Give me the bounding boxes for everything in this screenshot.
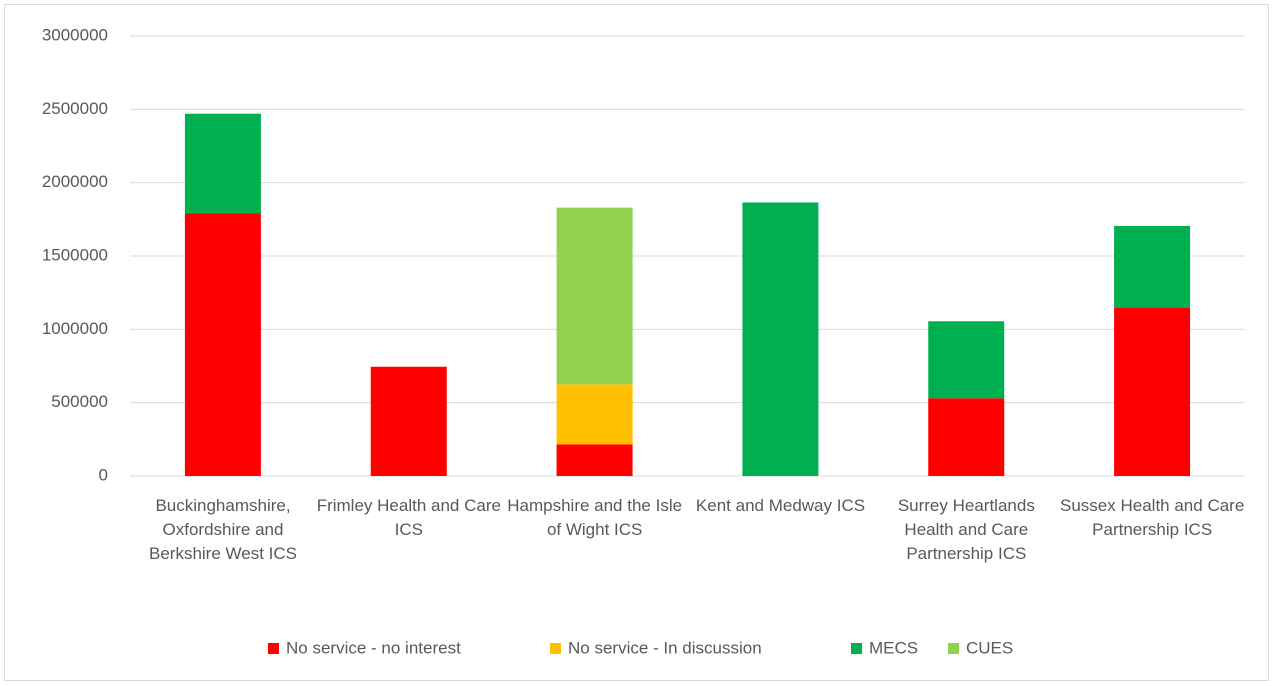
bar-segment [1114, 307, 1191, 476]
bar-segment [928, 321, 1005, 399]
bar-segment [1114, 225, 1191, 308]
x-tick-label: Frimley Health and Care ICS [316, 496, 501, 539]
x-tick-label: Sussex Health and Care Partnership ICS [1060, 496, 1245, 539]
legend-swatch [851, 643, 862, 654]
bar-segment [742, 202, 819, 476]
bar-segment [556, 444, 633, 476]
bar-segment [184, 213, 261, 476]
bar-segment [184, 113, 261, 214]
x-tick-label: Surrey Heartlands Health and Care Partne… [897, 496, 1035, 563]
y-tick-label: 1500000 [42, 245, 108, 264]
y-tick-label: 0 [99, 465, 108, 484]
y-tick-label: 2000000 [42, 172, 108, 191]
legend-swatch [948, 643, 959, 654]
legend-label: No service - no interest [286, 638, 461, 657]
y-tick-label: 500000 [51, 392, 108, 411]
bar-segment [370, 366, 447, 476]
bar-segment [556, 207, 633, 385]
bar-segment [556, 384, 633, 445]
x-tick-label: Hampshire and the Isle of Wight ICS [507, 496, 683, 539]
legend-label: No service - In discussion [568, 638, 762, 657]
legend-swatch [550, 643, 561, 654]
legend-label: MECS [869, 638, 918, 657]
x-tick-label: Kent and Medway ICS [695, 496, 866, 515]
legend-swatch [268, 643, 279, 654]
bar-segment [928, 398, 1005, 476]
legend-label: CUES [966, 638, 1013, 657]
y-tick-label: 3000000 [42, 25, 108, 44]
y-tick-label: 1000000 [42, 319, 108, 338]
y-tick-label: 2500000 [42, 99, 108, 118]
x-tick-label: Buckinghamshire, Oxfordshire and Berkshi… [148, 496, 297, 563]
